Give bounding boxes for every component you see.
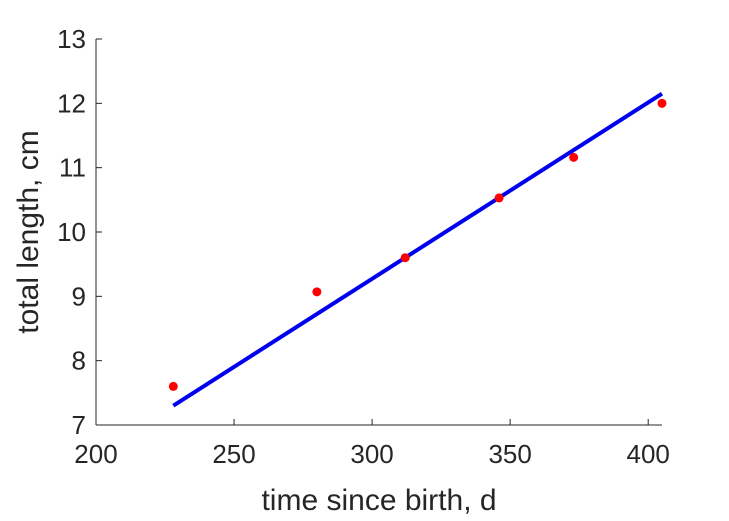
data-point [657,98,667,108]
data-point [312,287,322,297]
data-point [494,193,504,203]
x-tick-label: 400 [626,439,669,469]
fit-line [172,91,664,408]
x-tick-label: 200 [74,439,117,469]
x-tick-labels: 200 250 300 350 400 [74,439,670,469]
y-axis-title: total length, cm [12,130,45,333]
y-tick-label: 7 [72,410,86,440]
x-axis-title: time since birth, d [261,484,496,517]
data-point [400,253,410,263]
x-tick-label: 350 [488,439,531,469]
data-point [168,381,178,391]
data-point [569,152,579,162]
x-tick-label: 300 [350,439,393,469]
y-tick-label: 13 [57,24,86,54]
axes [95,39,662,426]
y-tick-label: 8 [72,346,86,376]
y-tick-label: 10 [57,217,86,247]
y-tick-labels: 7 8 9 10 11 12 13 [57,24,86,440]
ticks [95,38,649,426]
series-layer [168,91,667,408]
y-tick-label: 12 [57,88,86,118]
y-tick-label: 11 [59,153,86,183]
x-tick-label: 250 [212,439,255,469]
y-tick-label: 9 [72,281,86,311]
